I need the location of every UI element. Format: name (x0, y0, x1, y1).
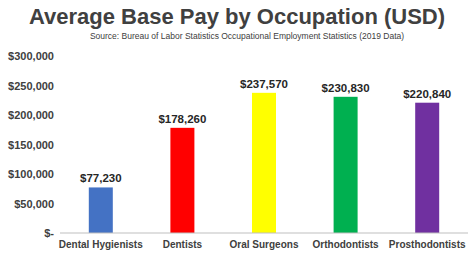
y-tick-label: $150,000 (8, 139, 54, 151)
y-tick-label: $- (44, 227, 54, 239)
y-tick-label: $300,000 (8, 50, 54, 62)
bar (334, 97, 358, 233)
data-label: $178,260 (158, 113, 206, 125)
y-tick-label: $250,000 (8, 80, 54, 92)
bar (415, 103, 439, 233)
x-tick-label: Oral Surgeons (230, 239, 299, 250)
bar (89, 187, 113, 233)
chart-container: Average Base Pay by Occupation (USD) Sour… (0, 0, 474, 266)
bars (89, 93, 439, 233)
x-tick-label: Dental Hygienists (59, 239, 143, 250)
data-label: $237,570 (240, 78, 288, 90)
chart-svg: Average Base Pay by Occupation (USD) Sour… (0, 0, 474, 266)
data-label: $230,830 (322, 82, 370, 94)
x-tick-label: Orthodontists (313, 239, 380, 250)
x-tick-label: Dentists (163, 239, 203, 250)
x-tick-label: Prosthodontists (389, 239, 466, 250)
y-tick-label: $100,000 (8, 168, 54, 180)
bar (252, 93, 276, 233)
y-tick-label: $50,000 (14, 198, 54, 210)
subtitle: Source: Bureau of Labor Statistics Occup… (90, 31, 404, 41)
y-tick-label: $200,000 (8, 109, 54, 121)
bar (170, 128, 194, 233)
data-label: $77,230 (80, 172, 122, 184)
data-label: $220,840 (403, 88, 451, 100)
background (0, 0, 474, 266)
title: Average Base Pay by Occupation (USD) (29, 4, 445, 29)
x-axis-line (60, 233, 468, 234)
